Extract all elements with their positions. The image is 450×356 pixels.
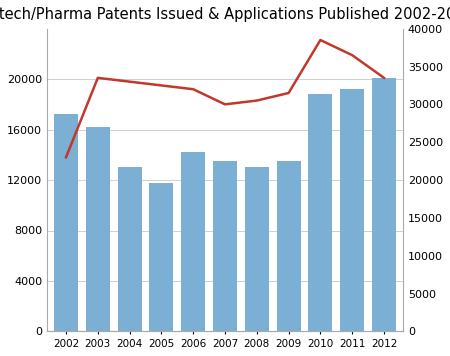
Title: Biotech/Pharma Patents Issued & Applications Published 2002-2012: Biotech/Pharma Patents Issued & Applicat… bbox=[0, 7, 450, 22]
Bar bbox=[118, 167, 142, 331]
Bar bbox=[149, 183, 173, 331]
Bar bbox=[277, 161, 301, 331]
Bar bbox=[213, 161, 237, 331]
Bar bbox=[54, 114, 78, 331]
Bar bbox=[340, 89, 364, 331]
Bar bbox=[86, 127, 110, 331]
Bar bbox=[372, 78, 396, 331]
Bar bbox=[308, 94, 332, 331]
Bar bbox=[181, 152, 205, 331]
Bar bbox=[245, 167, 269, 331]
